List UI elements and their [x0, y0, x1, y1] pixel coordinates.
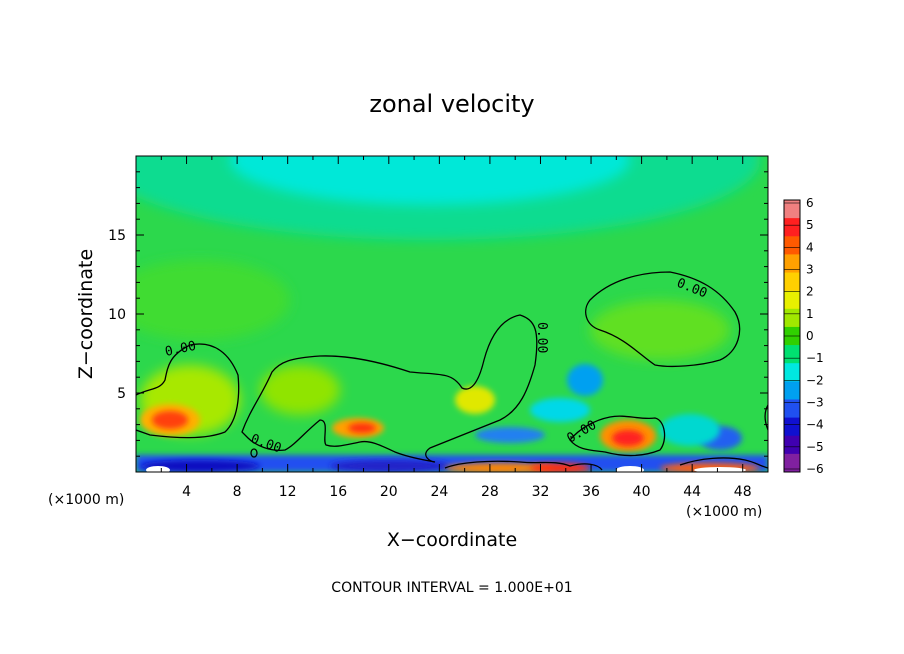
contour-bottom-right [679, 457, 768, 469]
chart-title: zonal velocity [369, 90, 534, 118]
y-tick-label-0: 5 [117, 386, 126, 402]
x-tick-label-8: 36 [582, 484, 600, 500]
contour-right-edge [764, 404, 768, 431]
field-upper-cyan [230, 156, 630, 205]
contour-interval-note: CONTOUR INTERVAL = 1.000E+01 [331, 580, 572, 596]
contour-label-3: 0.00 [534, 322, 549, 353]
colorbar-label-3: 3 [806, 263, 814, 277]
x-tick-label-0: 4 [182, 484, 191, 500]
field-blue-34 [567, 364, 603, 396]
field-cyan-44 [660, 414, 720, 446]
field-yellow-27 [455, 386, 495, 414]
colorbar-swatch-8 [784, 345, 800, 364]
colorbar-swatch-4 [784, 272, 800, 292]
field-bottom-blue [136, 455, 768, 472]
contour-right-lower [569, 415, 666, 457]
colorbar-label-0: 6 [806, 196, 814, 210]
contour-label-1: 0.00 [164, 339, 198, 360]
colorbar-label-1: 5 [806, 218, 814, 232]
x-tick-label-6: 28 [481, 484, 499, 500]
x-tick-label-4: 20 [380, 484, 398, 500]
colorbar-swatch-5 [784, 290, 800, 310]
x-tick-label-10: 44 [683, 484, 701, 500]
field-bottom-white-3 [694, 467, 746, 472]
colorbar-swatch-0 [784, 200, 800, 219]
colorbar-label-5: 1 [806, 307, 814, 321]
field-cyan-32 [530, 398, 590, 422]
zero-contours [136, 271, 768, 471]
colorbar-swatch-11 [784, 399, 800, 419]
field-bottom-dark-mid [330, 460, 450, 472]
colorbar-swatch-13 [784, 435, 800, 455]
field-bottom-white-2 [616, 466, 644, 472]
field-blue-30 [475, 427, 545, 443]
field-bottom-white-1 [146, 466, 170, 472]
plot-area: 0.00 0.00 0.00 0.00 0.00 [136, 156, 768, 472]
x-unit-right: (×1000 m) [686, 504, 762, 520]
contour-left [136, 343, 240, 439]
colorbar-swatch-10 [784, 381, 800, 400]
colorbar-label-10: −4 [806, 418, 824, 432]
colorbar-swatch-3 [784, 254, 800, 274]
y-axis-ticks: 5 10 15 [108, 171, 768, 457]
colorbar-swatch-1 [784, 218, 800, 237]
x-tick-label-9: 40 [633, 484, 651, 500]
colorbar-label-7: −1 [806, 351, 824, 365]
x-tick-label-5: 24 [430, 484, 448, 500]
colorbar-label-11: −5 [806, 440, 824, 454]
x-tick-label-3: 16 [329, 484, 347, 500]
colorbar-swatch-6 [784, 308, 800, 328]
field-green-right [590, 300, 730, 360]
contour-right-upper [585, 271, 741, 368]
contour-mid [241, 314, 538, 463]
field-bottom-dark-left [140, 460, 260, 472]
y-tick-label-1: 10 [108, 307, 126, 323]
field-red-39 [612, 430, 644, 446]
colorbar-swatch-9 [784, 363, 800, 382]
colorbar-label-4: 2 [806, 285, 814, 299]
x-axis-ticks: 4 8 12 16 20 24 28 32 36 40 44 48 [160, 156, 752, 500]
y-tick-label-2: 15 [108, 228, 126, 244]
x-tick-label-11: 48 [734, 484, 752, 500]
field-green-left [136, 260, 290, 340]
field-red-left [152, 411, 188, 429]
contour-bottom-mid [444, 460, 603, 471]
colorbar-swatch-12 [784, 417, 800, 437]
colorbar-label-6: 0 [806, 329, 814, 343]
field-yellowgreen-mid [260, 365, 340, 415]
x-tick-label-7: 32 [532, 484, 550, 500]
x-tick-label-1: 8 [233, 484, 242, 500]
contour-small-1 [250, 448, 258, 458]
x-tick-label-2: 12 [279, 484, 297, 500]
colorbar-label-8: −2 [806, 373, 824, 387]
field-red-18 [348, 423, 376, 433]
colorbar-label-12: −6 [806, 462, 824, 476]
colorbar-label-2: 4 [806, 240, 814, 254]
colorbar: 6 5 4 3 2 1 0 −1 −2 −3 −4 −5 −6 [783, 196, 824, 476]
x-axis-label: X−coordinate [387, 529, 517, 551]
field-bottom-warm-28 [445, 463, 555, 472]
colorbar-swatch-14 [784, 453, 800, 473]
colorbar-swatch-2 [784, 236, 800, 255]
x-unit-left: (×1000 m) [48, 492, 124, 508]
colorbar-label-9: −3 [806, 396, 824, 410]
y-axis-label: Z−coordinate [75, 249, 97, 379]
